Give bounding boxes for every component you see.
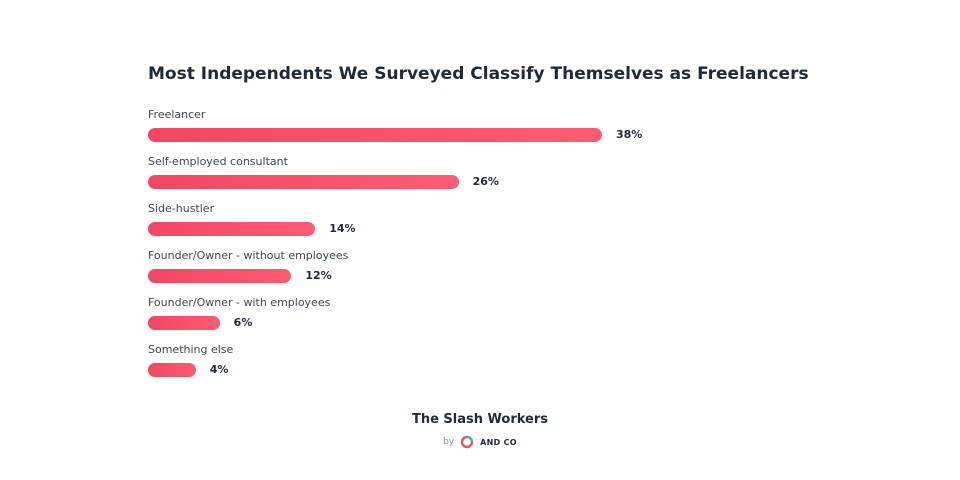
chart-title: Most Independents We Surveyed Classify T… bbox=[148, 64, 809, 84]
bar-track bbox=[148, 316, 708, 330]
bar-track bbox=[148, 269, 708, 283]
bar-track bbox=[148, 363, 708, 377]
footer-title: The Slash Workers bbox=[411, 412, 549, 427]
andco-logo-icon bbox=[460, 435, 474, 449]
bar-track bbox=[148, 222, 708, 236]
bar bbox=[148, 222, 316, 236]
bar-row: Founder/Owner - with employees 6% bbox=[148, 296, 768, 336]
bar bbox=[148, 269, 292, 283]
bar-row: Something else 4% bbox=[148, 343, 768, 383]
bar-value-label: 4% bbox=[209, 363, 229, 376]
by-label: by bbox=[443, 437, 455, 447]
bar-value-label: 14% bbox=[329, 222, 356, 235]
bar-row: Freelancer 38% bbox=[148, 108, 768, 148]
bar-row: Self-employed consultant 26% bbox=[148, 155, 768, 195]
bar-label: Founder/Owner - without employees bbox=[148, 249, 349, 262]
bar bbox=[148, 363, 196, 377]
bar bbox=[148, 175, 459, 189]
bar-row: Side-hustler 14% bbox=[148, 202, 768, 242]
bar-label: Self-employed consultant bbox=[148, 155, 288, 168]
bar-value-label: 38% bbox=[616, 128, 643, 141]
bar-label: Freelancer bbox=[148, 108, 206, 121]
bar-value-label: 12% bbox=[305, 269, 332, 282]
footer: The Slash Workers by AND CO bbox=[0, 412, 960, 449]
bar bbox=[148, 316, 220, 330]
bar-row: Founder/Owner - without employees 12% bbox=[148, 249, 768, 289]
footer-brand: by AND CO bbox=[443, 435, 517, 449]
bar-value-label: 26% bbox=[472, 175, 499, 188]
bar bbox=[148, 128, 602, 142]
bar-label: Side-hustler bbox=[148, 202, 215, 215]
bar-value-label: 6% bbox=[233, 316, 253, 329]
bar-track bbox=[148, 175, 708, 189]
bar-label: Something else bbox=[148, 343, 234, 356]
bar-track bbox=[148, 128, 708, 142]
bar-label: Founder/Owner - with employees bbox=[148, 296, 331, 309]
brand-name: AND CO bbox=[480, 437, 517, 447]
